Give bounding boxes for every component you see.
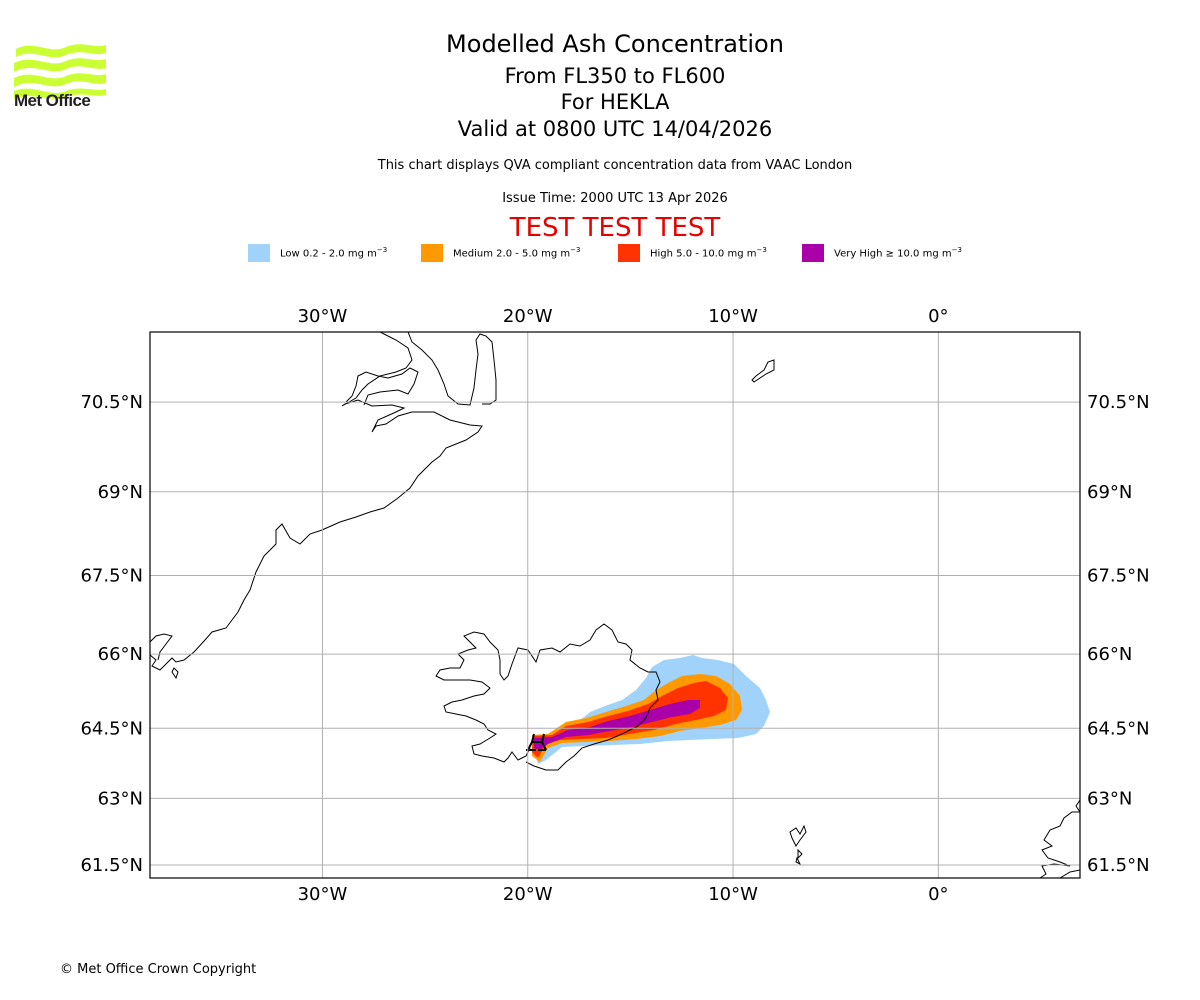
legend-item-very-high: Very High ≥ 10.0 mg m−3: [802, 244, 962, 262]
lon-tick-label-top: 0°: [928, 306, 948, 327]
lat-tick-label-left: 69°N: [98, 482, 143, 503]
map-frame: [149, 331, 1081, 879]
legend-label-low: Low 0.2 - 2.0 mg m−3: [280, 246, 388, 260]
coastline-greenland-inlet: [345, 367, 419, 406]
legend-label-high: High 5.0 - 10.0 mg m−3: [650, 246, 767, 260]
issue-time: Issue Time: 2000 UTC 13 Apr 2026: [502, 191, 728, 206]
coastline-greenland-north: [407, 332, 497, 406]
test-banner: TEST TEST TEST: [509, 213, 721, 243]
flight-level-range: From FL350 to FL600: [504, 64, 726, 88]
volcano-marker-icon: [526, 733, 547, 751]
lat-tick-label-right: 63°N: [1087, 788, 1132, 809]
met-office-logo-text: Met Office: [14, 91, 91, 110]
lon-tick-label-bottom: 20°W: [503, 884, 553, 905]
coastline-greenland: [150, 332, 483, 671]
copyright-notice: © Met Office Crown Copyright: [60, 962, 257, 977]
volcano-name: For HEKLA: [560, 90, 670, 114]
coastline-faroe: [789, 824, 807, 866]
chart-description: This chart displays QVA compliant concen…: [377, 158, 853, 173]
lat-tick-label-right: 70.5°N: [1087, 392, 1150, 413]
lat-tick-label-right: 64.5°N: [1087, 718, 1150, 739]
coastline-iceland: [435, 623, 661, 771]
legend-item-high: High 5.0 - 10.0 mg m−3: [618, 244, 767, 262]
lat-tick-label-left: 63°N: [98, 788, 143, 809]
chart-title: Modelled Ash Concentration: [446, 30, 784, 58]
lat-tick-label-left: 67.5°N: [80, 566, 143, 587]
lon-tick-label-top: 30°W: [298, 306, 348, 327]
legend-swatch-high: [618, 244, 640, 262]
ash-very-high-region: [534, 700, 700, 750]
lat-tick-label-right: 67.5°N: [1087, 566, 1150, 587]
lat-tick-label-left: 64.5°N: [80, 718, 143, 739]
lon-tick-label-bottom: 0°: [928, 884, 948, 905]
legend-swatch-medium: [421, 244, 443, 262]
lat-tick-label-left: 66°N: [98, 644, 143, 665]
lon-tick-label-bottom: 30°W: [298, 884, 348, 905]
lon-tick-label-bottom: 10°W: [708, 884, 758, 905]
legend-label-very-high: Very High ≥ 10.0 mg m−3: [834, 246, 962, 260]
lat-tick-label-left: 61.5°N: [80, 855, 143, 876]
coastline-jan-mayen: [751, 359, 775, 383]
lat-tick-label-right: 61.5°N: [1087, 855, 1150, 876]
legend-swatch-very-high: [802, 244, 824, 262]
coastline-norway: [1039, 799, 1080, 878]
lat-tick-label-right: 69°N: [1087, 482, 1132, 503]
lon-tick-label-top: 20°W: [503, 306, 553, 327]
coastline-greenland-south: [150, 633, 179, 680]
legend-label-medium: Medium 2.0 - 5.0 mg m−3: [453, 246, 581, 260]
lat-tick-label-right: 66°N: [1087, 644, 1132, 665]
met-office-logo-icon: [14, 44, 106, 99]
legend-item-medium: Medium 2.0 - 5.0 mg m−3: [421, 244, 580, 262]
lon-tick-label-top: 10°W: [708, 306, 758, 327]
legend-item-low: Low 0.2 - 2.0 mg m−3: [248, 244, 387, 262]
lat-tick-label-left: 70.5°N: [80, 392, 143, 413]
valid-time: Valid at 0800 UTC 14/04/2026: [457, 117, 773, 141]
legend-swatch-low: [248, 244, 270, 262]
